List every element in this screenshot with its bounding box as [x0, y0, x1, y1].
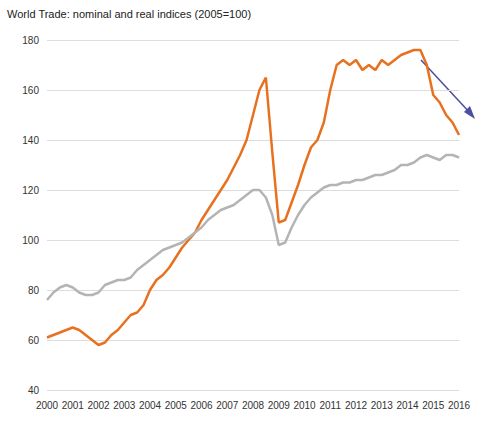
svg-text:2015: 2015: [422, 400, 445, 411]
svg-text:2003: 2003: [113, 400, 136, 411]
svg-text:World Trade: nominal and real: World Trade: nominal and real indices (2…: [7, 8, 251, 20]
svg-text:2012: 2012: [345, 400, 368, 411]
svg-text:2011: 2011: [319, 400, 341, 411]
svg-text:2008: 2008: [242, 400, 265, 411]
svg-text:120: 120: [22, 185, 39, 196]
svg-text:180: 180: [22, 35, 39, 46]
svg-text:2006: 2006: [190, 400, 213, 411]
svg-text:2013: 2013: [371, 400, 394, 411]
svg-text:140: 140: [22, 135, 39, 146]
svg-text:2010: 2010: [293, 400, 316, 411]
svg-text:2009: 2009: [268, 400, 291, 411]
svg-text:80: 80: [28, 285, 40, 296]
svg-text:2007: 2007: [216, 400, 239, 411]
svg-text:100: 100: [22, 235, 39, 246]
svg-text:2005: 2005: [165, 400, 188, 411]
svg-text:2014: 2014: [396, 400, 419, 411]
svg-text:2004: 2004: [139, 400, 162, 411]
svg-text:2000: 2000: [36, 400, 59, 411]
svg-text:2002: 2002: [87, 400, 110, 411]
svg-text:2001: 2001: [62, 400, 85, 411]
svg-text:160: 160: [22, 85, 39, 96]
svg-text:60: 60: [28, 335, 40, 346]
svg-text:40: 40: [28, 385, 40, 396]
svg-text:2016: 2016: [448, 400, 471, 411]
